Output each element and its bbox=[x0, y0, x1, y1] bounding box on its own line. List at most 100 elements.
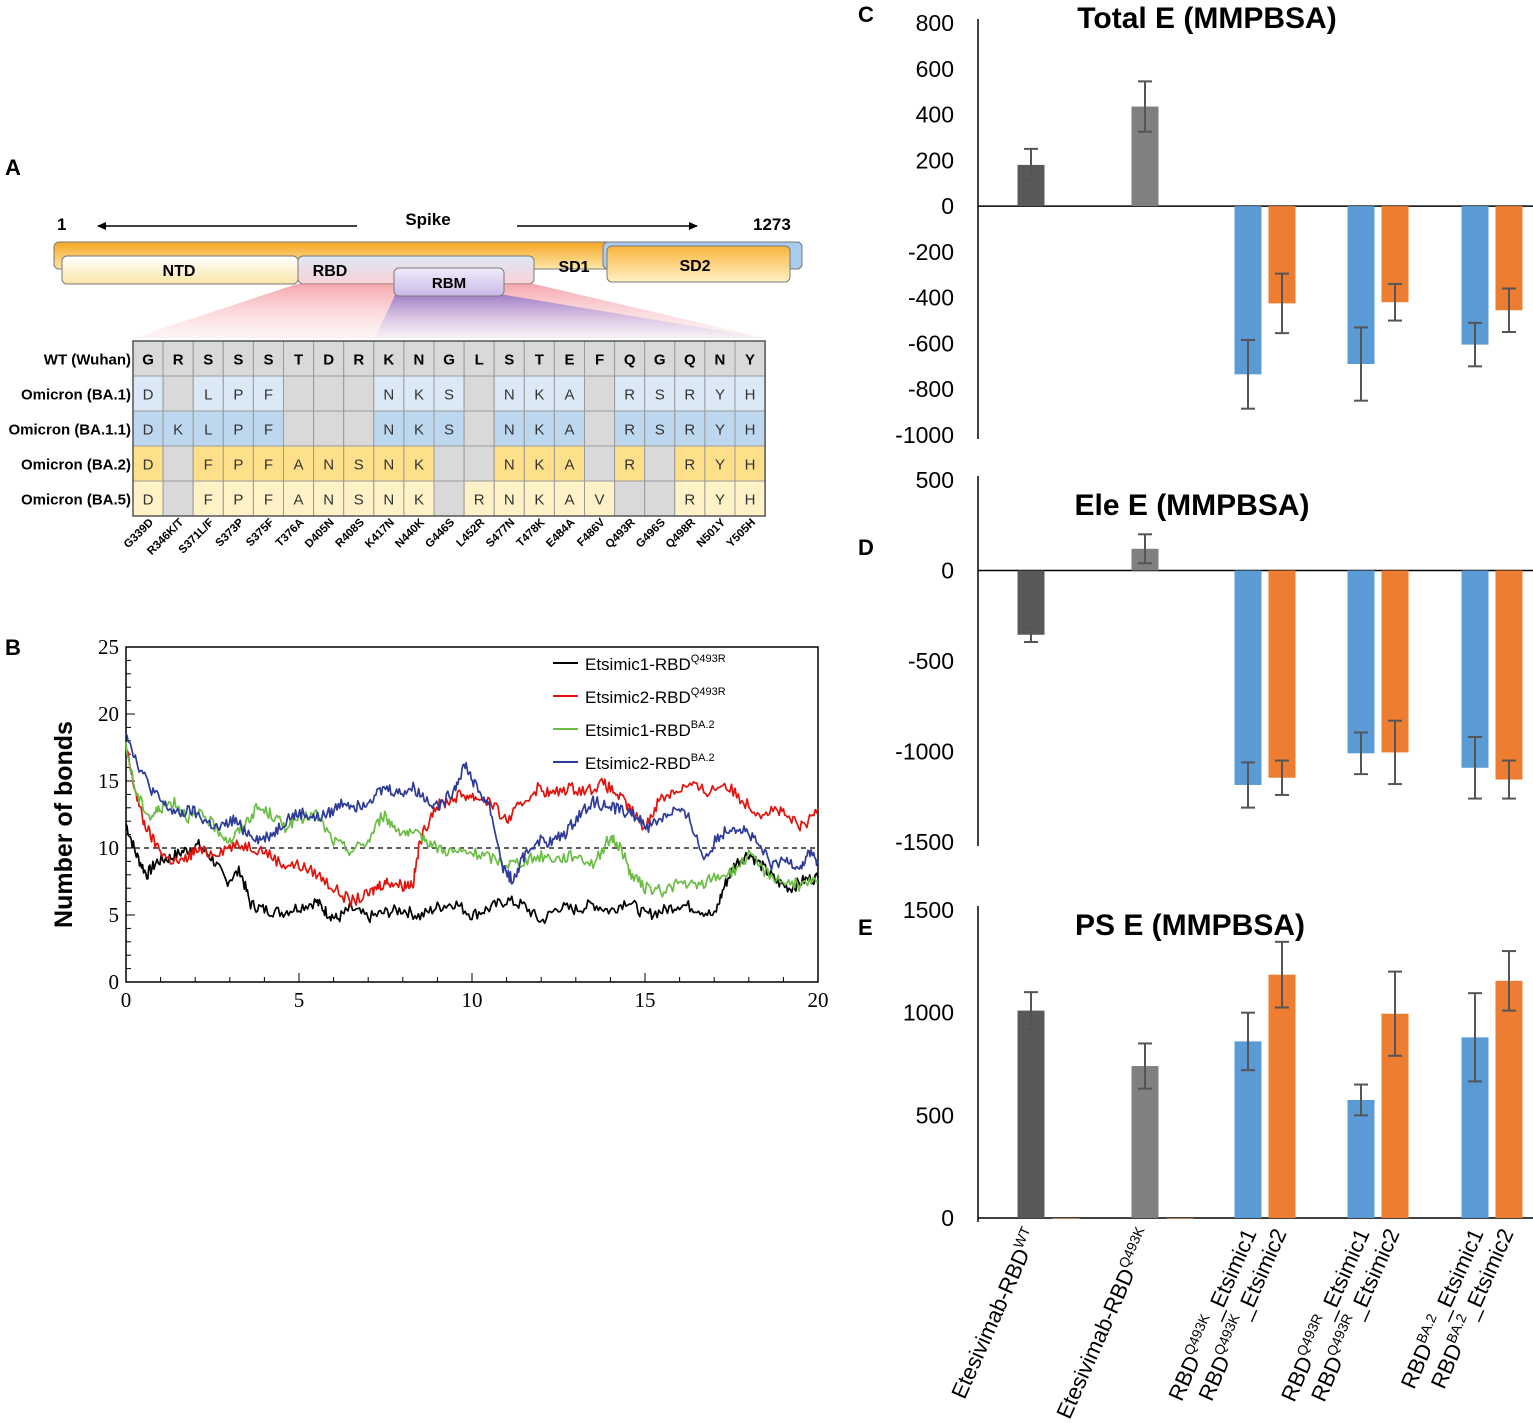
legend-label: Etsimic2-RBDQ493R bbox=[585, 686, 726, 707]
mutation-label: K417N bbox=[363, 517, 397, 551]
table-cell-text: N bbox=[504, 387, 515, 404]
table-cell bbox=[403, 445, 435, 482]
table-cell-text: S bbox=[263, 352, 273, 369]
table-cell bbox=[403, 340, 435, 377]
category-label-sup: Q493K bbox=[1180, 1311, 1213, 1358]
table-cell bbox=[644, 445, 676, 482]
table-cell bbox=[463, 375, 495, 412]
table-cell bbox=[283, 375, 315, 412]
table-cell bbox=[313, 445, 345, 482]
y-tick-label: 0 bbox=[941, 193, 954, 219]
legend-sup: Q493R bbox=[691, 653, 726, 665]
table-cell bbox=[283, 340, 315, 377]
table-cell-text: S bbox=[444, 422, 454, 439]
table-cell bbox=[553, 410, 586, 447]
series-line bbox=[125, 744, 819, 908]
table-cell-text: F bbox=[204, 457, 213, 474]
spike-start-label: 1 bbox=[57, 215, 66, 234]
y-tick-label: 20 bbox=[98, 702, 119, 726]
sd2-label: SD2 bbox=[679, 258, 710, 275]
table-cell bbox=[162, 445, 194, 482]
table-cell-text: R bbox=[684, 457, 695, 474]
table-cell bbox=[644, 480, 676, 517]
table-cell bbox=[704, 480, 736, 517]
legend-sup: BA.2 bbox=[691, 719, 715, 731]
table-cell bbox=[343, 340, 375, 377]
legend-name: Etsimic2-RBD bbox=[585, 688, 691, 707]
spike-diagram: 1 1273 Spike NTD RBD SD1 SD2 RBM bbox=[53, 210, 803, 338]
table-cell-text: P bbox=[233, 387, 243, 404]
category-label-base: Etesivimab-RBD bbox=[946, 1245, 1034, 1403]
mutation-label: S477N bbox=[484, 517, 517, 550]
chart-title: Ele E (MMPBSA) bbox=[1074, 489, 1309, 522]
table-cell-text: N bbox=[504, 457, 515, 474]
panel-label-c: C bbox=[858, 2, 874, 27]
mutation-label: D405N bbox=[303, 517, 337, 551]
y-tick-label: 0 bbox=[109, 970, 120, 994]
series-line bbox=[125, 733, 819, 885]
y-tick-label: 600 bbox=[916, 56, 954, 82]
table-cell-text: D bbox=[143, 422, 154, 439]
x-tick-label: 20 bbox=[808, 988, 829, 1012]
table-cell bbox=[222, 375, 254, 412]
legend-label: Etsimic1-RBDQ493R bbox=[585, 653, 726, 674]
table-border bbox=[132, 340, 766, 517]
panel-label-a: A bbox=[5, 155, 21, 180]
table-cell-text: L bbox=[475, 352, 484, 369]
table-cell-text: Y bbox=[715, 492, 725, 509]
table-cell bbox=[704, 410, 736, 447]
sd1-label: SD1 bbox=[558, 259, 589, 276]
bar bbox=[1461, 570, 1489, 768]
legend-sup: BA.2 bbox=[691, 752, 715, 764]
table-cell-text: H bbox=[745, 457, 756, 474]
category-label: Etesivimab-RBDQ493K bbox=[1050, 1223, 1158, 1422]
table-cell-text: K bbox=[383, 352, 394, 369]
mutation-label: R408S bbox=[334, 516, 368, 550]
table-cell-text: S bbox=[203, 352, 213, 369]
y-tick-label: 800 bbox=[916, 10, 954, 36]
table-cell-text: A bbox=[564, 387, 574, 404]
table-cell bbox=[313, 410, 345, 447]
bar bbox=[1268, 974, 1296, 1218]
mutation-label: S375F bbox=[244, 517, 276, 549]
table-cell-text: S bbox=[354, 457, 364, 474]
legend-name: Etsimic2-RBD bbox=[585, 754, 691, 773]
mutation-label: F486V bbox=[575, 516, 608, 549]
table-cell-text: N bbox=[504, 492, 515, 509]
table-cell-text: H bbox=[745, 492, 756, 509]
table-cell bbox=[313, 375, 345, 412]
y-tick-label: 10 bbox=[98, 836, 119, 860]
bar bbox=[1461, 206, 1489, 345]
table-cell-text: D bbox=[143, 387, 154, 404]
table-cell-text: D bbox=[143, 457, 154, 474]
x-tick-label: 15 bbox=[635, 988, 656, 1012]
table-cell-text: S bbox=[444, 387, 454, 404]
table-cell-text: P bbox=[233, 457, 243, 474]
table-cell-text: S bbox=[504, 352, 514, 369]
table-cell bbox=[463, 445, 495, 482]
table-cell-text: F bbox=[264, 387, 273, 404]
table-cell-text: F bbox=[264, 422, 273, 439]
table-cell-text: R bbox=[474, 492, 485, 509]
table-cell-text: A bbox=[564, 457, 574, 474]
series-line bbox=[125, 823, 819, 925]
category-label-sup: WT bbox=[1010, 1224, 1034, 1251]
bar bbox=[1131, 1066, 1159, 1218]
table-cell bbox=[584, 375, 616, 412]
y-tick-label: 25 bbox=[98, 635, 119, 659]
table-cell-text: N bbox=[383, 387, 394, 404]
spike-title: Spike bbox=[405, 210, 450, 229]
table-cell-text: H bbox=[745, 387, 756, 404]
table-cell bbox=[343, 480, 375, 517]
table-cell bbox=[674, 445, 706, 482]
table-cell-text: K bbox=[414, 387, 424, 404]
table-cell-text: S bbox=[354, 492, 364, 509]
y-tick-label: -500 bbox=[908, 648, 954, 674]
table-cell-text: R bbox=[684, 387, 695, 404]
table-cell-text: N bbox=[383, 422, 394, 439]
bonds-line-chart: 0 5 10 15 20 0 5 10 15 20 25 Number of bonds Etsimic… bbox=[50, 635, 829, 1012]
table-cell-text: F bbox=[595, 352, 604, 369]
y-tick-label: 1500 bbox=[903, 897, 954, 923]
table-cell bbox=[523, 445, 555, 482]
table-cell-text: R bbox=[684, 422, 695, 439]
